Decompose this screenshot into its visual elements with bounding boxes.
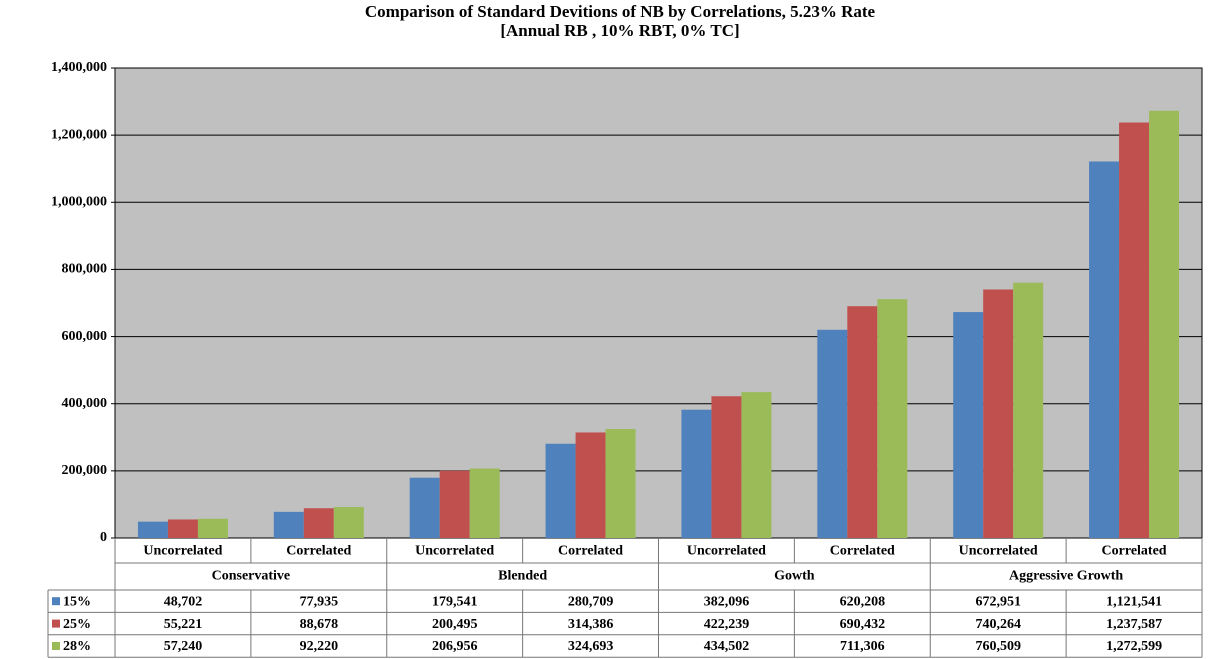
legend-swatch — [52, 642, 60, 650]
bar — [817, 329, 848, 538]
group-label: Blended — [498, 569, 547, 584]
x-tick-label: Uncorrelated — [687, 544, 766, 559]
table-value: 711,306 — [840, 639, 885, 654]
group-label: Aggressive Growth — [1009, 569, 1123, 584]
bar — [1013, 282, 1044, 538]
y-tick-label: 200,000 — [62, 463, 108, 478]
y-tick-label: 1,000,000 — [51, 195, 107, 210]
bar — [273, 511, 304, 538]
group-label: Conservative — [212, 569, 291, 584]
bar — [575, 432, 606, 538]
bar — [741, 392, 772, 538]
y-tick-label: 800,000 — [62, 262, 108, 277]
table-value: 314,386 — [568, 617, 614, 632]
bar — [439, 470, 470, 538]
bar — [877, 299, 908, 538]
x-tick-label: Correlated — [830, 544, 895, 559]
x-tick-label: Correlated — [286, 544, 351, 559]
bar — [983, 289, 1014, 538]
bar — [953, 312, 984, 538]
bar — [545, 443, 576, 538]
legend-swatch — [52, 619, 60, 628]
bar — [469, 468, 500, 538]
table-value: 324,693 — [568, 639, 614, 654]
table-value: 1,237,587 — [1106, 617, 1162, 632]
table-value: 1,121,541 — [1106, 594, 1162, 609]
y-tick-label: 600,000 — [62, 329, 108, 344]
bar — [167, 519, 198, 538]
legend-label: 25% — [63, 617, 91, 632]
table-value: 672,951 — [975, 594, 1021, 609]
table-value: 1,272,599 — [1106, 639, 1162, 654]
chart-subtitle: [Annual RB , 10% RBT, 0% TC] — [500, 21, 739, 40]
bar — [409, 477, 440, 538]
table-value: 422,239 — [704, 617, 750, 632]
y-tick-label: 1,400,000 — [51, 60, 107, 75]
bar — [1089, 161, 1120, 538]
bar — [137, 521, 168, 538]
bar — [605, 428, 636, 538]
bar — [333, 507, 364, 538]
x-tick-label: Uncorrelated — [959, 544, 1038, 559]
table-value: 206,956 — [432, 639, 478, 654]
x-tick-label: Uncorrelated — [143, 544, 222, 559]
bar — [681, 409, 712, 538]
bar — [711, 396, 742, 538]
legend-label: 28% — [63, 639, 91, 654]
y-tick-label: 400,000 — [62, 396, 108, 411]
legend-label: 15% — [63, 594, 91, 609]
group-label: Gowth — [774, 569, 815, 584]
table-value: 690,432 — [840, 617, 886, 632]
table-value: 77,935 — [300, 594, 339, 609]
table-value: 88,678 — [300, 617, 339, 632]
table-value: 620,208 — [840, 594, 886, 609]
x-tick-label: Correlated — [558, 544, 623, 559]
table-value: 200,495 — [432, 617, 478, 632]
table-value: 740,264 — [975, 617, 1021, 632]
table-value: 382,096 — [704, 594, 750, 609]
bar — [1149, 110, 1180, 539]
y-tick-label: 0 — [100, 530, 107, 545]
table-value: 760,509 — [975, 639, 1021, 654]
bar — [197, 518, 228, 538]
table-value: 434,502 — [704, 639, 750, 654]
table-value: 280,709 — [568, 594, 614, 609]
table-value: 55,221 — [164, 617, 203, 632]
table-value: 92,220 — [300, 639, 339, 654]
legend-swatch — [52, 597, 60, 606]
x-tick-label: Correlated — [1102, 544, 1167, 559]
bar — [847, 306, 878, 538]
bar — [1119, 122, 1150, 539]
table-value: 179,541 — [432, 594, 478, 609]
x-tick-label: Uncorrelated — [415, 544, 494, 559]
bar — [303, 508, 334, 538]
table-value: 57,240 — [164, 639, 203, 654]
y-tick-label: 1,200,000 — [51, 127, 107, 142]
chart-title: Comparison of Standard Devitions of NB b… — [365, 2, 876, 21]
table-value: 48,702 — [164, 594, 203, 609]
